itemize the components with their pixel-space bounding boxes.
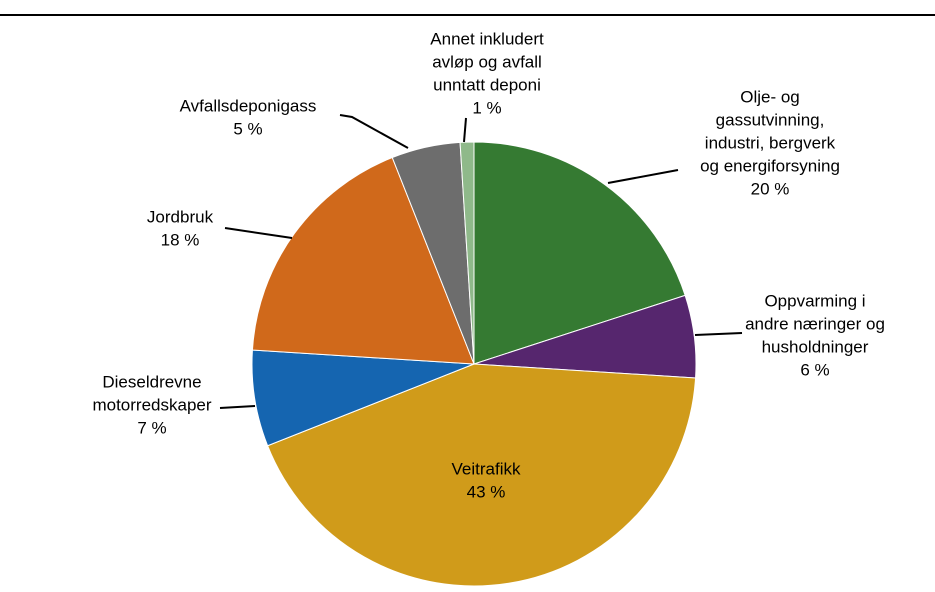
slice-label: unntatt deponi [433, 75, 541, 94]
leader-line [339, 114, 409, 149]
slice-label: og energiforsyning [700, 156, 840, 175]
value-label: 6 % [800, 360, 829, 379]
pie-slice [459, 141, 475, 365]
value-label: 1 % [472, 98, 501, 117]
slice-label: Jordbruk [147, 207, 214, 226]
pie-slice [266, 363, 697, 587]
slice-label: motorredskaper [92, 395, 211, 414]
slice-label: Oppvarming i [764, 291, 865, 310]
slice-label: husholdninger [762, 337, 869, 356]
slice-label: gassutvinning, [716, 110, 825, 129]
leader-line [224, 227, 293, 239]
slice-label: Veitrafikk [452, 459, 521, 478]
leader-line [607, 169, 679, 184]
slice-label: industri, bergverk [705, 133, 836, 152]
pie-slice [473, 141, 686, 365]
value-label: 20 % [751, 179, 790, 198]
pie-slice [251, 156, 475, 365]
slice-label: andre næringer og [745, 314, 885, 333]
value-label: 7 % [137, 418, 166, 437]
slice-label: avløp og avfall [432, 52, 542, 71]
slice-label: Olje- og [740, 87, 800, 106]
slice-label: Annet inkludert [430, 29, 544, 48]
slice-label: Dieseldrevne [102, 372, 201, 391]
leader-line [694, 332, 743, 336]
slice-label: Avfallsdeponigass [180, 96, 317, 115]
value-label: 43 % [467, 482, 506, 501]
leader-line [219, 405, 256, 409]
value-label: 18 % [161, 230, 200, 249]
value-label: 5 % [233, 119, 262, 138]
leader-line [463, 117, 467, 143]
